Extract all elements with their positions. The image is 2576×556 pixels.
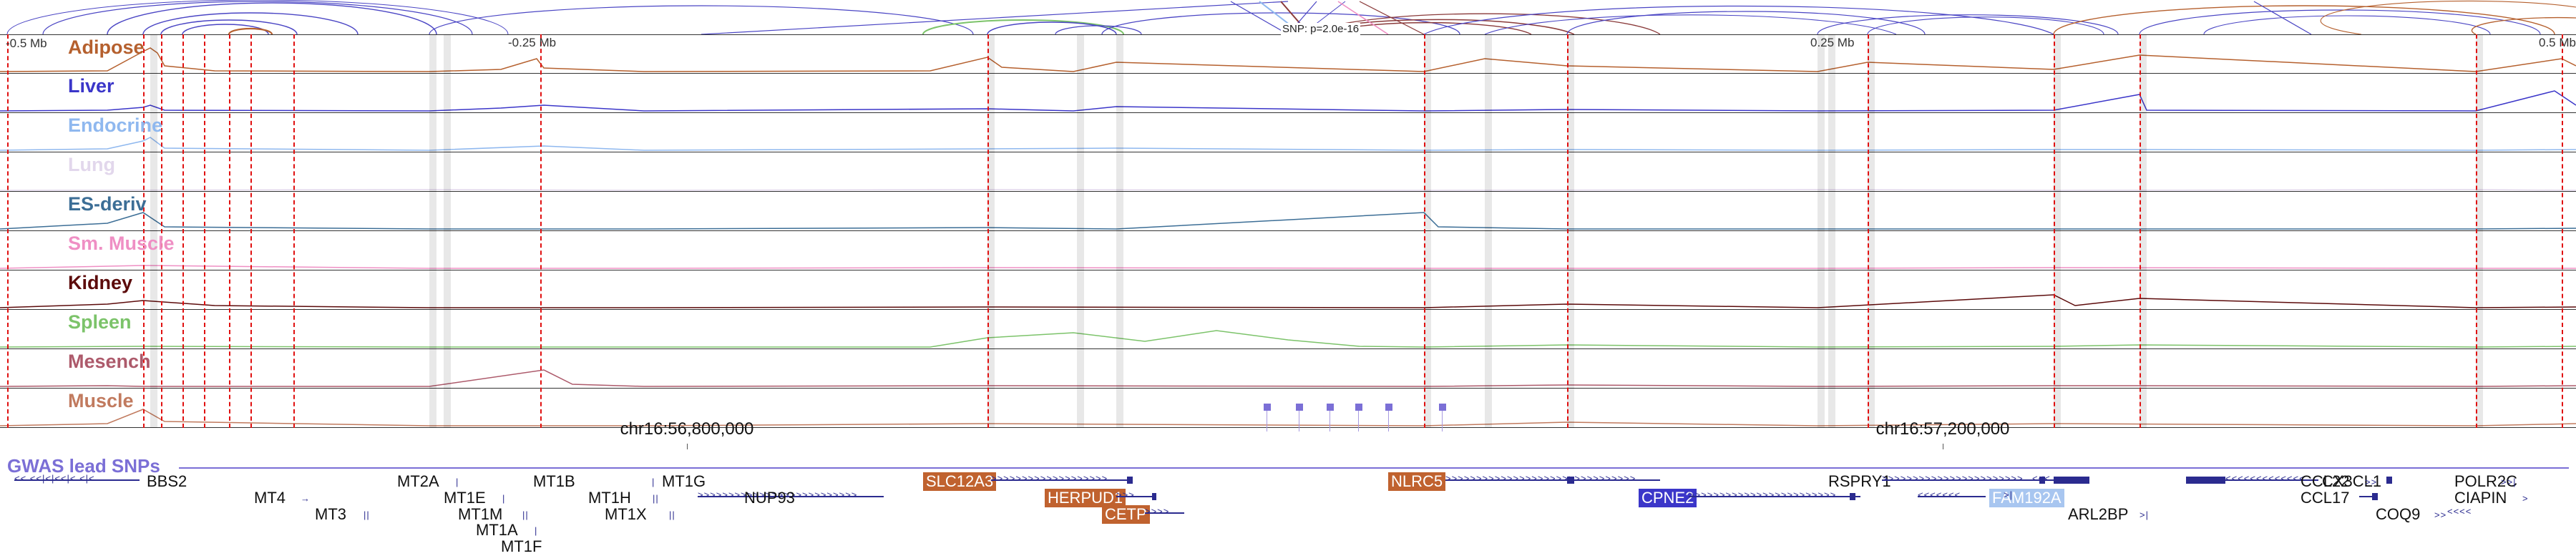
gene-annotation-track: GWAS lead SNPs chr16:56,800,000 chr16:57…: [0, 449, 2576, 537]
lollipop-head-1[interactable]: [1296, 404, 1303, 411]
axis-tick-label-3: 0.5 Mb: [2539, 36, 2576, 50]
coord-tick-1: [687, 444, 688, 449]
track-label-lung: Lung: [68, 154, 115, 176]
axis-tick-label-2: 0.25 Mb: [1810, 36, 1854, 50]
track-row-5: Sm. Muscle: [0, 231, 2576, 270]
track-label-mesench: Mesench: [68, 351, 151, 373]
axis-tick-label-0: -0.5 Mb: [6, 36, 47, 51]
signal-canvas-kidney: [0, 281, 2576, 309]
track-label-spleen: Spleen: [68, 311, 132, 333]
signal-canvas-muscle: [0, 399, 2576, 427]
axis-tick-label-1: -0.25 Mb: [508, 36, 556, 50]
coord-label-1: chr16:56,800,000: [620, 419, 754, 439]
track-row-1: Liver: [0, 74, 2576, 113]
signal-tracks-container: -0.5 Mb Adipose Liver Endocrine Lung ES-…: [0, 34, 2576, 428]
signal-canvas-adipose: [0, 44, 2576, 73]
track-label-adipose: Adipose: [68, 36, 145, 59]
track-row-4: ES-deriv: [0, 192, 2576, 231]
track-row-9: Muscle: [0, 389, 2576, 428]
coord-label-2: chr16:57,200,000: [1876, 419, 2010, 439]
signal-canvas-lung: [0, 162, 2576, 191]
track-row-6: Kidney: [0, 270, 2576, 310]
lollipop-head-5[interactable]: [1439, 404, 1446, 411]
lollipop-head-4[interactable]: [1385, 404, 1392, 411]
gwas-connector-line: [179, 467, 2569, 469]
track-row-3: Lung: [0, 152, 2576, 192]
track-label-es-deriv: ES-deriv: [68, 193, 147, 215]
track-label-endocrine: Endocrine: [68, 114, 162, 137]
track-row-8: Mesench: [0, 349, 2576, 389]
track-label-liver: Liver: [68, 75, 114, 97]
chromatin-interaction-arcs: SNP: p=2.0e-16: [0, 0, 2576, 34]
track-label-sm-muscle: Sm. Muscle: [68, 233, 175, 255]
track-row-0: -0.5 Mb Adipose: [0, 34, 2576, 74]
signal-canvas-es-deriv: [0, 202, 2576, 230]
signal-canvas-sm-muscle: [0, 241, 2576, 270]
signal-canvas-liver: [0, 84, 2576, 112]
signal-canvas-spleen: [0, 320, 2576, 348]
track-label-kidney: Kidney: [68, 272, 132, 294]
snp-annotation-label: SNP: p=2.0e-16: [1281, 23, 1360, 35]
lollipop-head-2[interactable]: [1327, 404, 1334, 411]
lollipop-head-3[interactable]: [1355, 404, 1362, 411]
signal-canvas-endocrine: [0, 123, 2576, 152]
track-label-muscle: Muscle: [68, 390, 134, 412]
signal-canvas-mesench: [0, 359, 2576, 388]
track-row-2: Endocrine: [0, 113, 2576, 152]
track-row-7: Spleen: [0, 310, 2576, 349]
lollipop-head-0[interactable]: [1264, 404, 1271, 411]
